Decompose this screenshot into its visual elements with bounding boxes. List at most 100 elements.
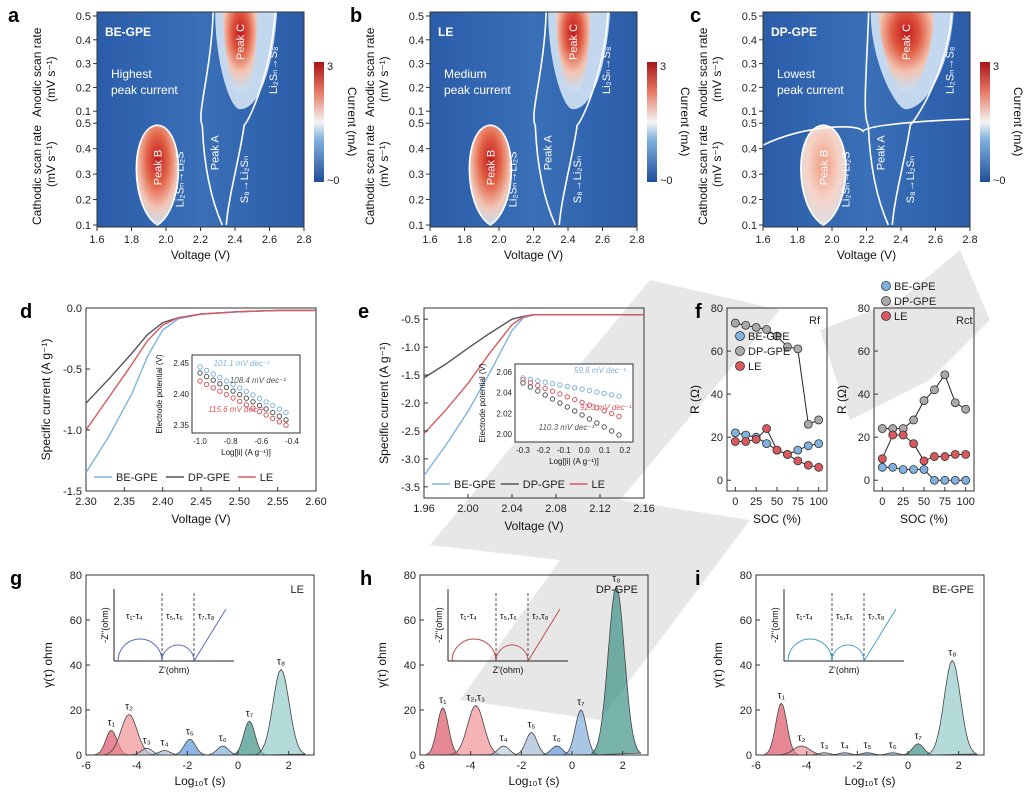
panel-f: 0 25 50 75 100 0 20 40 60 80 SOC (%) R (Ω) Rf BE-GPE D… (688, 281, 975, 526)
inset-data-point (535, 388, 541, 394)
colorbar-min: ~0 (993, 175, 1006, 187)
inset-data-point (608, 428, 615, 434)
y-tick-label: 0 (717, 475, 723, 487)
heatmap-panel-b: LE Medium peak current Peak C Peak B Peak A Li… (363, 11, 692, 262)
y-axis-unit-cathodic: (mV s⁻¹) (44, 141, 58, 187)
y-tick-label: 0.3 (742, 169, 757, 181)
panel-label-a: a (8, 5, 20, 27)
peak-c-contour-right (558, 11, 609, 226)
inset-region-label: τ₇,τ₈ (532, 611, 549, 621)
x-tick-label: 2 (286, 760, 292, 772)
inset-data-point (217, 388, 223, 394)
series-line-LE (85, 309, 316, 431)
inset-data-point (230, 388, 236, 394)
data-point-BE-GPE (793, 445, 803, 455)
inset-x-tick-label: -0.3 (516, 446, 530, 455)
inset-x-tick-label: -1.0 (193, 437, 207, 446)
drt-peak-τ5 (514, 732, 549, 756)
data-point-DP-GPE (814, 415, 824, 425)
reaction-label-s8-reduction: S₈→Li₂Sₙ (572, 156, 584, 203)
y-tick-label: 20 (711, 432, 723, 444)
y-axis-label: R (Ω) (688, 385, 702, 414)
current-note-line1: Highest (111, 67, 152, 81)
watermark (430, 250, 990, 720)
data-point-DP-GPE (940, 370, 950, 380)
inset-data-point (579, 386, 585, 392)
inset-data-point (283, 417, 289, 423)
x-tick-label: 2.8 (962, 234, 977, 246)
data-point-LE (898, 430, 908, 440)
x-tick-label: 2.45 (190, 496, 211, 508)
inset-data-point (557, 400, 563, 406)
legend-label: BE-GPE (454, 479, 496, 491)
x-tick-label: -2 (516, 760, 526, 772)
inset-y-tick-label: 2.40 (173, 390, 189, 399)
inset-y-label: -Z''(ohm) (434, 607, 444, 642)
inset-data-point (535, 378, 541, 384)
legend-marker (735, 331, 745, 341)
data-point-LE (940, 452, 950, 461)
y-tick-label: 60 (70, 615, 82, 627)
y-tick-label: 0.1 (76, 106, 91, 118)
legend-label: DP-GPE (748, 346, 790, 358)
x-tick-label: 1.6 (89, 234, 104, 246)
series-line-LE (423, 314, 644, 435)
x-tick-label: -2 (852, 760, 862, 772)
x-tick-label: 0 (569, 760, 575, 772)
panel-title: BE-GPE (932, 584, 974, 596)
inset-data-point (223, 378, 230, 384)
peak-c-contour-left (200, 11, 214, 126)
colorbar-label: Current (mA) (678, 87, 692, 156)
inset-data-point (549, 396, 556, 402)
colorbar-max: 3 (327, 61, 333, 73)
y-tick-label: 0.4 (742, 144, 757, 156)
peak-c-region (556, 12, 591, 94)
x-tick-label: 2.6 (262, 234, 277, 246)
x-tick-label: 2.0 (824, 234, 839, 246)
drt-peak-τ7 (232, 720, 267, 756)
data-point-DP-GPE (877, 424, 887, 433)
x-tick-label: 2 (956, 760, 962, 772)
current-note-line1: Medium (444, 67, 487, 81)
reaction-label-li2s: Li₂Sₙ→Li₂S (174, 151, 186, 207)
peak-c-label: Peak C (235, 24, 247, 60)
inset-y-tick-label: 2.04 (496, 389, 512, 398)
y-tick-label: 0 (746, 750, 752, 762)
peak-b-contour (468, 124, 513, 226)
x-tick-label: -6 (415, 760, 425, 772)
peak-c-label: Peak C (901, 24, 913, 60)
x-tick-label: 0 (732, 496, 738, 508)
inset-y-tick-label: 2.45 (173, 359, 189, 368)
inset-data-point (197, 370, 203, 376)
colorbar-max: 3 (660, 61, 666, 73)
inset-region-label: τ₅,τ₆ (166, 611, 183, 621)
panel-label-d: d (20, 301, 32, 323)
drt-peak-τ8 (927, 659, 979, 756)
y-axis-label-cathodic: Cathodic scan rate (696, 125, 710, 225)
y-tick-label: -1.5 (63, 486, 82, 498)
data-point-DP-GPE (930, 385, 939, 395)
heatmap-panel-c: DP-GPE Lowest peak current Peak C Peak B Peak… (696, 11, 1025, 262)
inset-data-point (236, 385, 243, 391)
peak-c-contour-left (864, 11, 870, 126)
y-tick-label: -0.5 (401, 314, 420, 326)
x-tick-label: -4 (802, 760, 812, 772)
y-axis-label-anodic: Anodic scan rate (30, 27, 44, 117)
y-tick-label: 0.3 (76, 59, 91, 71)
inset-data-point (250, 399, 256, 405)
data-point-DP-GPE (803, 419, 813, 429)
y-tick-label: -1.5 (401, 370, 420, 382)
panel-label-g: g (10, 568, 22, 590)
x-tick-label: 25 (750, 496, 762, 508)
reaction-label-s8-reduction: S₈→Li₂Sₙ (905, 156, 917, 203)
drt-peak-τ7 (563, 709, 598, 756)
inset-data-point (586, 402, 593, 408)
drt-peak-label: τ₅ (863, 740, 871, 751)
inset-data-point (579, 412, 585, 418)
inset-data-point (594, 420, 600, 426)
colorbar-label: Current (mA) (1011, 87, 1025, 156)
x-tick-label: 2.08 (545, 503, 566, 515)
data-point-BE-GPE (898, 465, 908, 474)
